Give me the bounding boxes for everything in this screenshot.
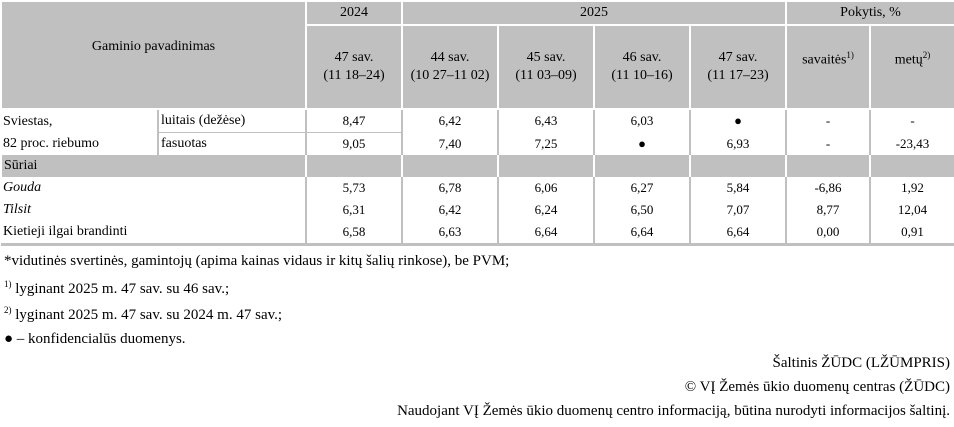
cell: 6,64 [593, 221, 692, 246]
week-dates: (11 10–16) [611, 68, 673, 83]
cell: 0,91 [869, 221, 954, 246]
table-row: Sviestas, 82 proc. riebumo luitais (dežės… [1, 109, 954, 155]
weekly-label: savaitės [802, 52, 847, 68]
cell: 8,47 [305, 109, 404, 133]
header-week: 46 sav. (11 10–16) [593, 24, 692, 110]
cell: ● [593, 132, 692, 155]
cell: 9,05 [305, 132, 404, 155]
cell: - [869, 109, 954, 133]
header-change: Pokytis, % [785, 0, 954, 26]
section-label: Sūriai [0, 155, 308, 177]
table-row: fasuotas 9,05 7,40 7,25 ● 6,93 - -23,43 [1, 132, 954, 155]
yearly-label: metų [894, 52, 923, 68]
price-table: Gaminio pavadinimas 2024 2025 Pokytis, %… [0, 0, 954, 246]
cell: 6,06 [497, 177, 596, 199]
source-note: Šaltinis ŽŪDC (LŽŪMPRIS) [772, 355, 950, 371]
cell: 6,64 [497, 221, 596, 246]
cell: 6,93 [689, 132, 788, 155]
week-label: 45 sav. [526, 50, 566, 65]
cell: 6,42 [401, 109, 500, 133]
row-label: luitais (dežėse) [158, 109, 307, 133]
week-dates: (11 03–09) [515, 68, 577, 83]
header-yearly-change: metų2) [869, 24, 954, 110]
header-product-name: Gaminio pavadinimas [0, 0, 308, 110]
header-week: 47 sav. (11 17–23) [689, 24, 788, 110]
header-week: 44 sav. (10 27–11 02) [401, 24, 500, 110]
cell: 8,77 [785, 199, 872, 221]
week-dates: (10 27–11 02) [410, 68, 490, 83]
cell: - [785, 109, 872, 133]
week-dates: (11 17–23) [707, 68, 769, 83]
week-label: 47 sav. [334, 50, 374, 65]
cell: 7,40 [401, 132, 500, 155]
footnote-marker: 1) [4, 279, 12, 289]
usage-note: Naudojant VĮ Žemės ūkio duomenų centro i… [397, 403, 950, 419]
copyright-note: © VĮ Žemės ūkio duomenų centras (ŽŪDC) [684, 379, 950, 395]
cell: ● [689, 109, 788, 133]
cell: 6,31 [305, 199, 404, 221]
cell: 7,07 [689, 199, 788, 221]
cell: 12,04 [869, 199, 954, 221]
week-label: 44 sav. [430, 50, 470, 65]
cell: -6,86 [785, 177, 872, 199]
label-line: Sviestas, [3, 113, 53, 129]
footnote-ref: 1) [846, 50, 854, 60]
cell: 6,24 [497, 199, 596, 221]
table-row: Kietieji ilgai brandinti 6,58 6,63 6,64 … [1, 221, 954, 246]
cell: 0,00 [785, 221, 872, 246]
cell: 6,50 [593, 199, 692, 221]
cell: 6,27 [593, 177, 692, 199]
footnote-text: lyginant 2025 m. 47 sav. su 46 sav.; [11, 281, 230, 297]
footnote-ref: 2) [922, 50, 931, 60]
footnote-prices: *vidutinės svertinės, gamintojų (apima k… [4, 253, 510, 269]
label-line: 82 proc. riebumo [3, 135, 100, 151]
cell: -23,43 [869, 132, 954, 155]
cell: 6,03 [593, 109, 692, 133]
cell: 6,43 [497, 109, 596, 133]
footnote-1: 1) lyginant 2025 m. 47 sav. su 46 sav.; [4, 279, 229, 298]
cell: 6,63 [401, 221, 500, 246]
footnote-marker: 2) [4, 305, 12, 315]
table-row: Gouda 5,73 6,78 6,06 6,27 5,84 -6,86 1,9… [1, 177, 954, 199]
row-label: Gouda [3, 180, 42, 195]
cell: 1,92 [869, 177, 954, 199]
header-week: 47 sav. (11 18–24) [305, 24, 404, 110]
cell: 6,78 [401, 177, 500, 199]
section-row: Sūriai [0, 155, 954, 177]
footnote-confidential: ● – konfidencialūs duomenys. [4, 331, 186, 347]
cell: 5,73 [305, 177, 404, 199]
row-label: Tilsit [3, 202, 32, 217]
header-week: 45 sav. (11 03–09) [497, 24, 596, 110]
week-label: 47 sav. [718, 50, 758, 65]
cell: 6,64 [689, 221, 788, 246]
cell: 6,58 [305, 221, 404, 246]
row-label: Kietieji ilgai brandinti [1, 221, 307, 246]
week-dates: (11 18–24) [323, 68, 385, 83]
footnote-text: lyginant 2025 m. 47 sav. su 2024 m. 47 s… [11, 307, 283, 323]
table-row: Tilsit 6,31 6,42 6,24 6,50 7,07 8,77 12,… [1, 199, 954, 221]
cell: 6,42 [401, 199, 500, 221]
cell: 7,25 [497, 132, 596, 155]
header-year-2024: 2024 [305, 0, 404, 26]
week-label: 46 sav. [622, 50, 662, 65]
footnote-2: 2) lyginant 2025 m. 47 sav. su 2024 m. 4… [4, 305, 282, 324]
header-weekly-change: savaitės1) [785, 24, 872, 110]
cell: 5,84 [689, 177, 788, 199]
header-year-2025: 2025 [401, 0, 788, 26]
cell: - [785, 132, 872, 155]
row-label: fasuotas [161, 136, 207, 151]
row-group-label: Sviestas, 82 proc. riebumo [1, 109, 159, 155]
